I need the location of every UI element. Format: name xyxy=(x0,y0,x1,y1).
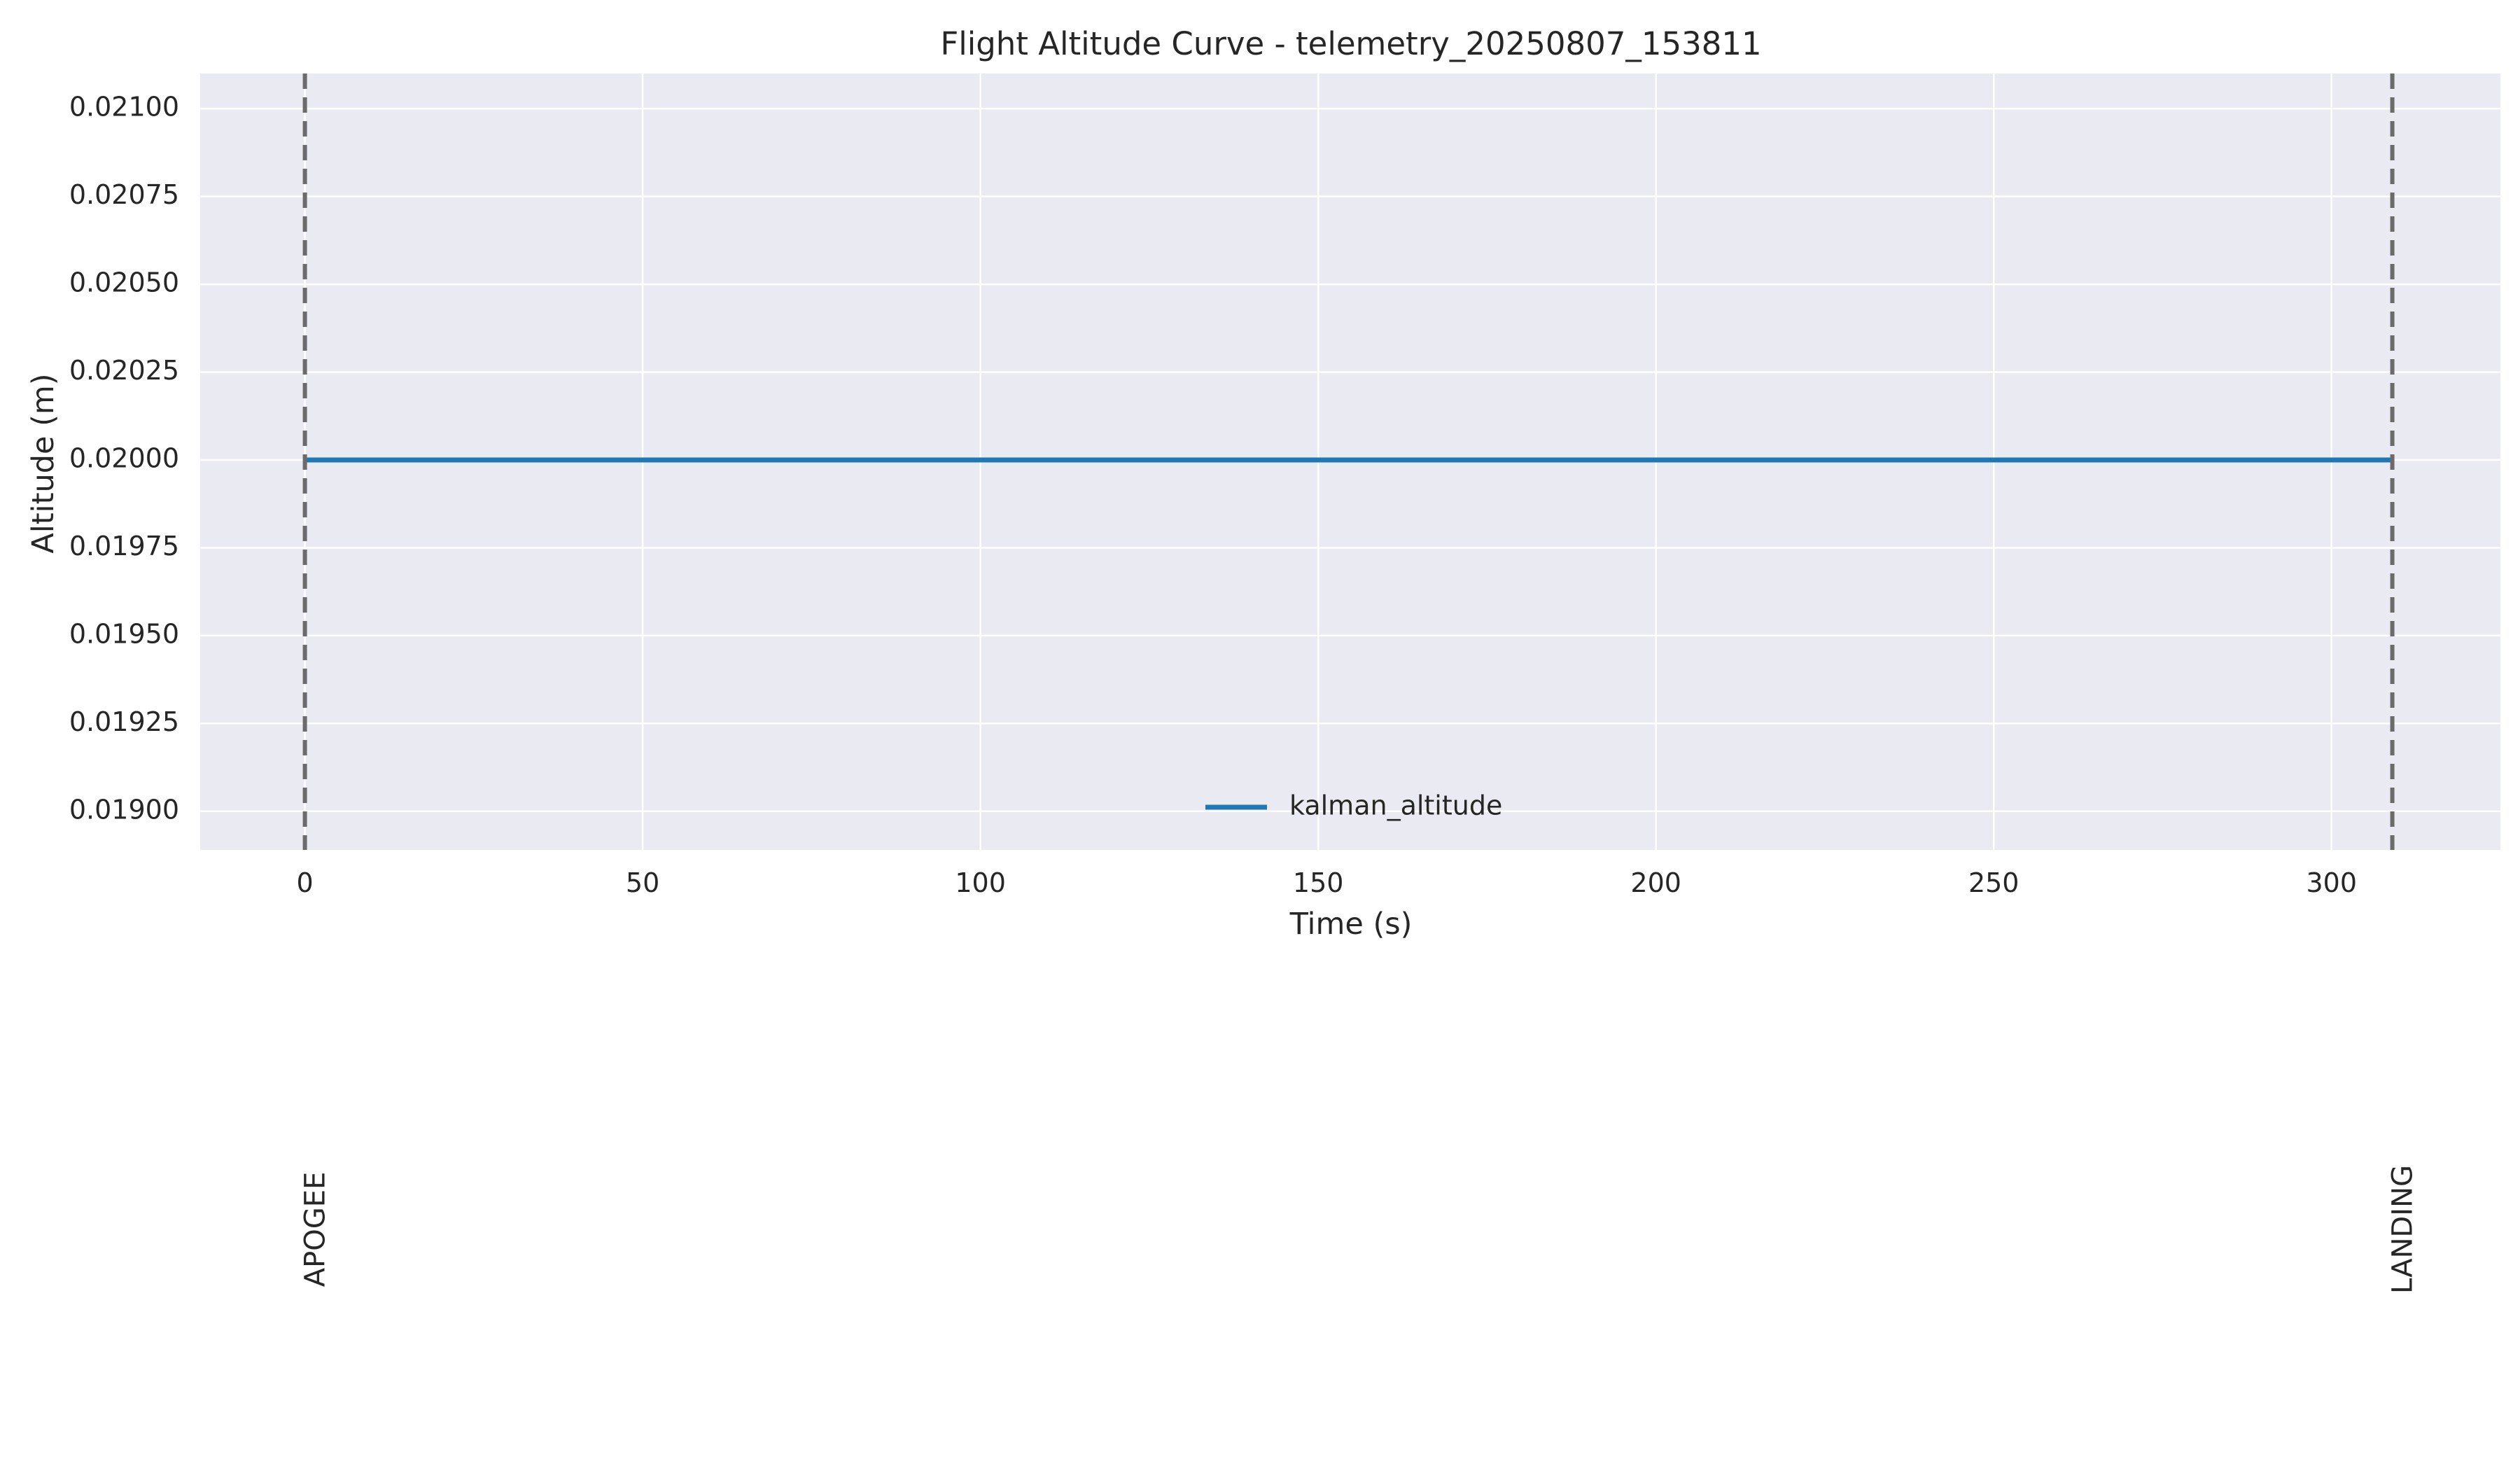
x-tick-label: 300 xyxy=(2306,867,2357,898)
chart-title: Flight Altitude Curve - telemetry_202508… xyxy=(940,25,1761,62)
y-tick-label: 0.02000 xyxy=(69,442,179,473)
event-label-apogee: APOGEE xyxy=(300,1172,332,1287)
y-tick-label: 0.02075 xyxy=(69,179,179,210)
y-tick-label: 0.01950 xyxy=(69,618,179,649)
x-axis-ticks: 0 50 100 150 200 250 300 xyxy=(296,867,2357,898)
legend-label: kalman_altitude xyxy=(1289,790,1502,821)
y-tick-label: 0.02100 xyxy=(69,92,179,123)
grid-lines xyxy=(200,74,2500,850)
legend: kalman_altitude xyxy=(1205,790,1502,821)
x-tick-label: 100 xyxy=(955,867,1006,898)
y-tick-label: 0.02050 xyxy=(69,267,179,298)
x-tick-label: 0 xyxy=(296,867,313,898)
y-axis-ticks: 0.01900 0.01925 0.01950 0.01975 0.02000 0.020… xyxy=(69,92,179,825)
y-axis-label: Altitude (m) xyxy=(26,373,61,553)
y-tick-label: 0.02025 xyxy=(69,355,179,386)
x-axis-label: Time (s) xyxy=(1289,907,1413,942)
y-tick-label: 0.01900 xyxy=(69,794,179,825)
x-tick-label: 150 xyxy=(1293,867,1344,898)
x-tick-label: 200 xyxy=(1630,867,1681,898)
y-tick-label: 0.01975 xyxy=(69,531,179,561)
event-markers: APOGEE LANDING xyxy=(300,74,2419,1294)
event-label-landing: LANDING xyxy=(2387,1165,2419,1294)
x-tick-label: 50 xyxy=(626,867,659,898)
y-tick-label: 0.01925 xyxy=(69,706,179,737)
x-tick-label: 250 xyxy=(1968,867,2019,898)
